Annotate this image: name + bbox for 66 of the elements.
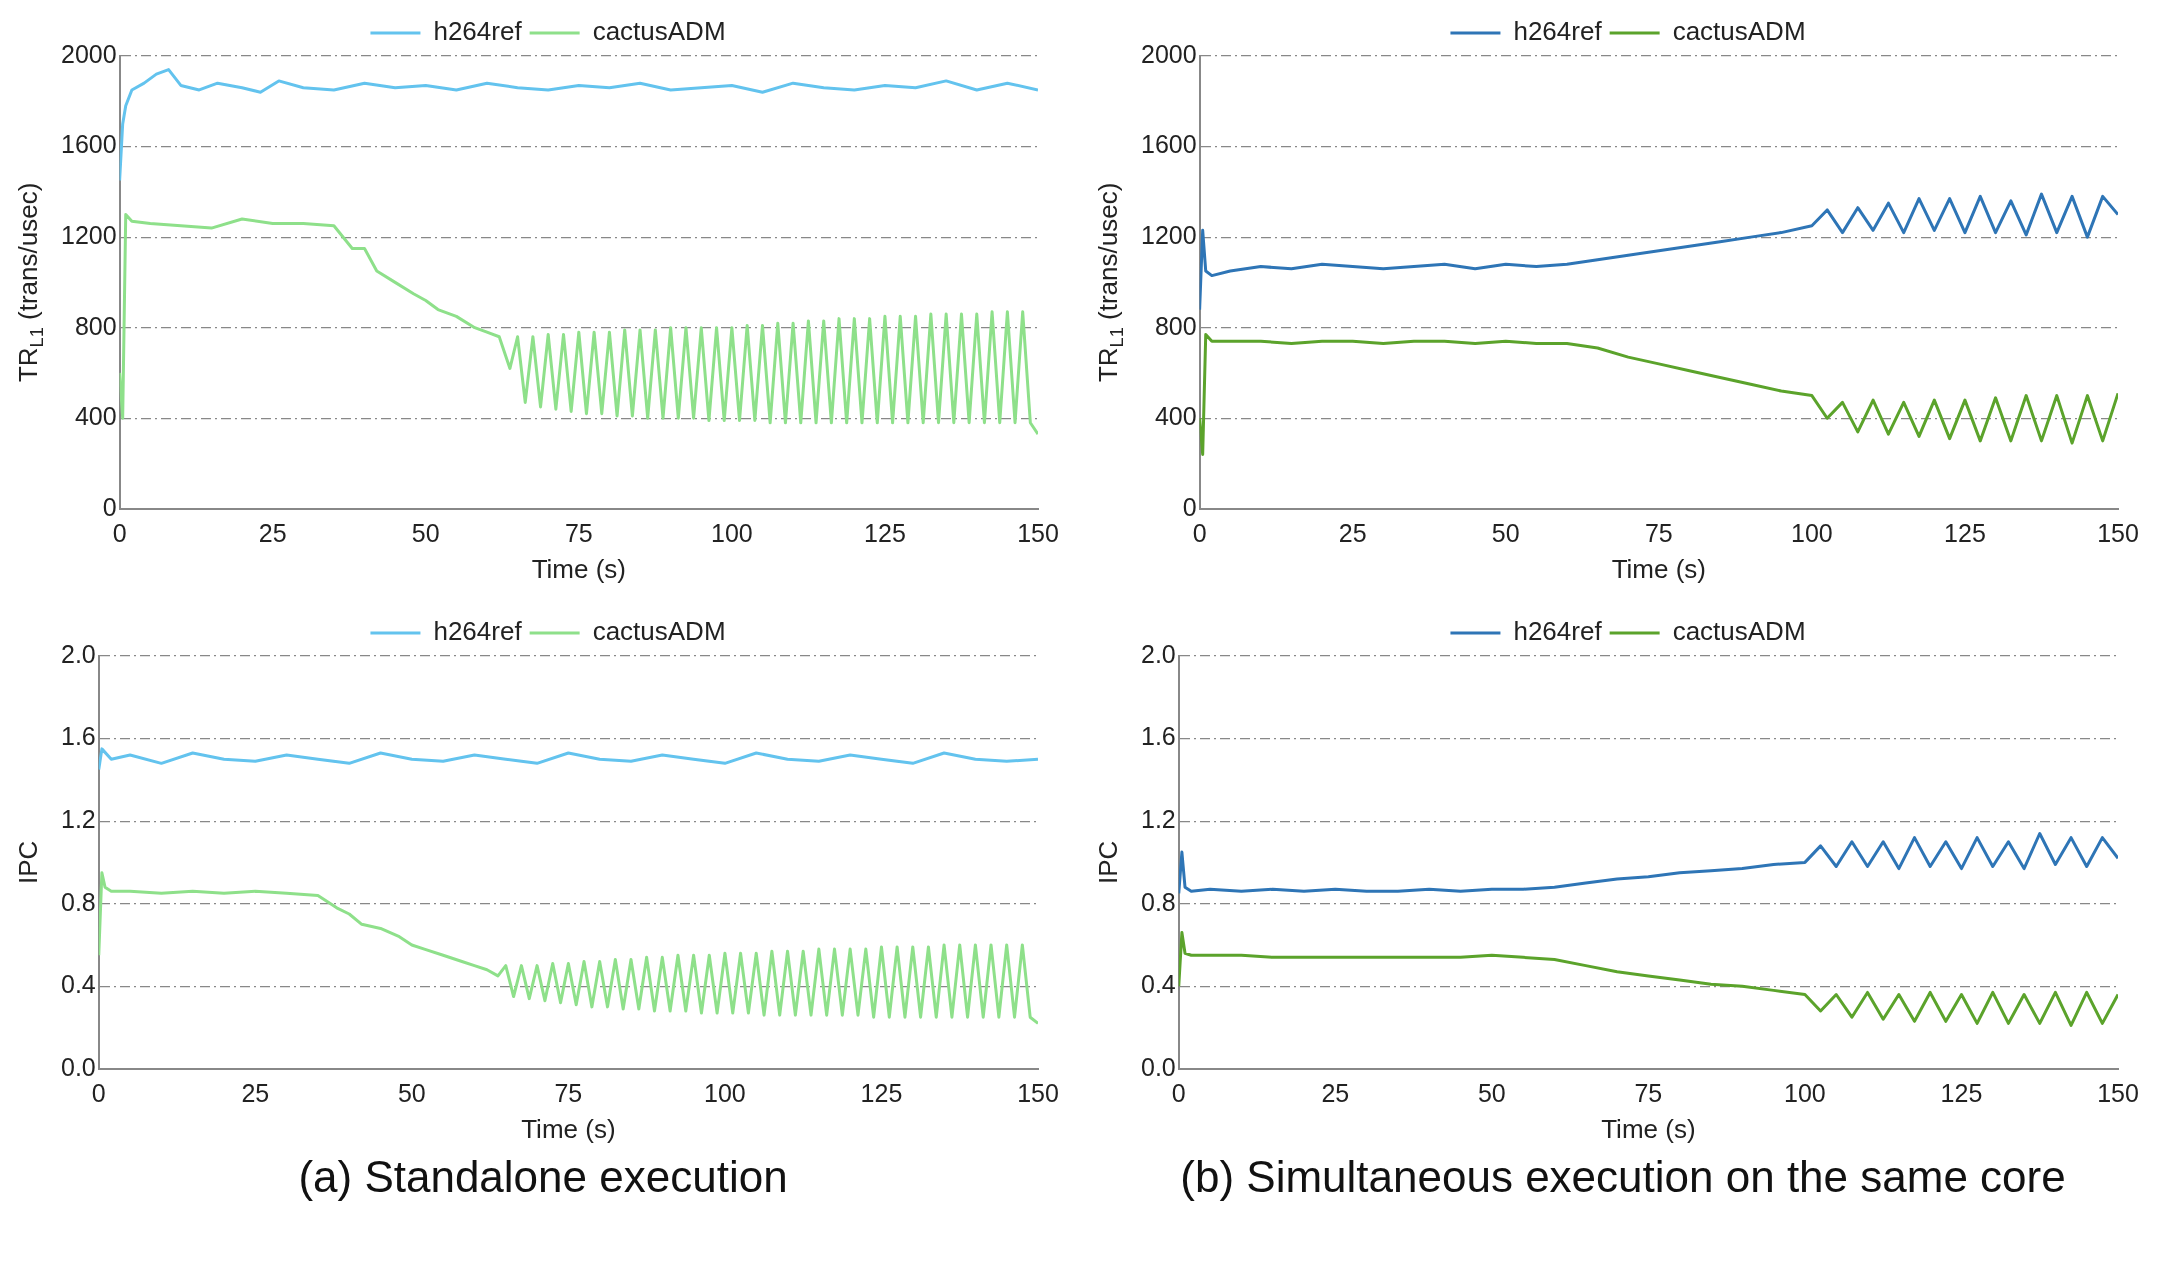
x-tick-label: 50 — [1477, 1078, 1506, 1107]
x-tick-label: 125 — [864, 518, 906, 547]
x-tick-label: 50 — [1491, 518, 1520, 547]
y-axis-title: TRL1 (trans/usec) — [1093, 182, 1127, 383]
y-tick-label: 1200 — [60, 221, 117, 250]
x-tick-label: 75 — [1634, 1078, 1663, 1107]
y-tick-label: 1.2 — [60, 805, 96, 834]
y-tick-label: 0.8 — [60, 887, 96, 916]
legend-label: h264ref — [1513, 616, 1603, 647]
y-tick-label: 0.4 — [60, 970, 96, 999]
x-tick-label: 25 — [1338, 518, 1367, 547]
y-tick-label: 1200 — [1140, 221, 1197, 250]
x-tick-label: 125 — [1940, 1078, 1983, 1107]
y-tick-label: 0.0 — [1140, 1052, 1176, 1081]
x-tick-label: 125 — [1944, 518, 1986, 547]
y-tick-label: 1.2 — [1140, 805, 1176, 834]
x-tick-label: 75 — [1644, 518, 1673, 547]
x-tick-label: 50 — [411, 518, 440, 547]
x-tick-label: 100 — [1791, 518, 1833, 547]
y-tick-label: 2000 — [1140, 39, 1197, 68]
legend-label: cactusADM — [1672, 616, 1806, 647]
x-tick-label: 100 — [711, 518, 753, 547]
text: (b) Simultaneous execution on the same core — [1179, 1152, 2067, 1202]
y-axis-title: IPC — [13, 840, 44, 885]
y-tick-label: 400 — [1154, 402, 1197, 431]
x-axis-title: Time (s) — [521, 1113, 616, 1144]
x-tick-label: 50 — [397, 1078, 426, 1107]
x-axis-title: Time (s) — [1601, 1113, 1696, 1144]
text: (a) Standalone execution — [297, 1152, 789, 1202]
y-tick-label: 0 — [102, 492, 117, 521]
x-axis-title: Time (s) — [1611, 553, 1706, 584]
x-tick-label: 150 — [2097, 518, 2139, 547]
y-tick-label: 400 — [74, 402, 117, 431]
legend-label: cactusADM — [592, 16, 726, 47]
legend-label: h264ref — [433, 616, 523, 647]
x-tick-label: 75 — [554, 1078, 583, 1107]
x-tick-label: 75 — [564, 518, 593, 547]
legend-label: h264ref — [1513, 16, 1603, 47]
y-axis-title: TRL1 (trans/usec) — [13, 182, 47, 383]
x-axis-title: Time (s) — [531, 553, 626, 584]
y-tick-label: 0.4 — [1140, 970, 1176, 999]
x-tick-label: 100 — [1784, 1078, 1826, 1107]
x-tick-label: 125 — [860, 1078, 903, 1107]
y-tick-label: 2.0 — [60, 639, 96, 668]
x-tick-label: 150 — [1017, 518, 1059, 547]
x-tick-label: 150 — [2097, 1078, 2139, 1107]
y-tick-label: 1600 — [60, 130, 117, 159]
x-tick-label: 100 — [704, 1078, 746, 1107]
y-tick-label: 800 — [74, 311, 117, 340]
y-tick-label: 1.6 — [1140, 722, 1176, 751]
y-tick-label: 2.0 — [1140, 639, 1176, 668]
legend-label: cactusADM — [1672, 16, 1806, 47]
x-tick-label: 25 — [241, 1078, 270, 1107]
y-tick-label: 0.0 — [60, 1052, 96, 1081]
y-tick-label: 1600 — [1140, 130, 1197, 159]
legend-label: cactusADM — [592, 616, 726, 647]
legend-label: h264ref — [433, 16, 523, 47]
y-tick-label: 0 — [1182, 492, 1197, 521]
x-tick-label: 25 — [1321, 1078, 1350, 1107]
y-tick-label: 2000 — [60, 39, 117, 68]
y-tick-label: 800 — [1154, 311, 1197, 340]
x-tick-label: 25 — [258, 518, 287, 547]
y-tick-label: 1.6 — [60, 722, 96, 751]
x-tick-label: 150 — [1017, 1078, 1059, 1107]
y-axis-title: IPC — [1093, 840, 1124, 885]
y-tick-label: 0.8 — [1140, 887, 1176, 916]
